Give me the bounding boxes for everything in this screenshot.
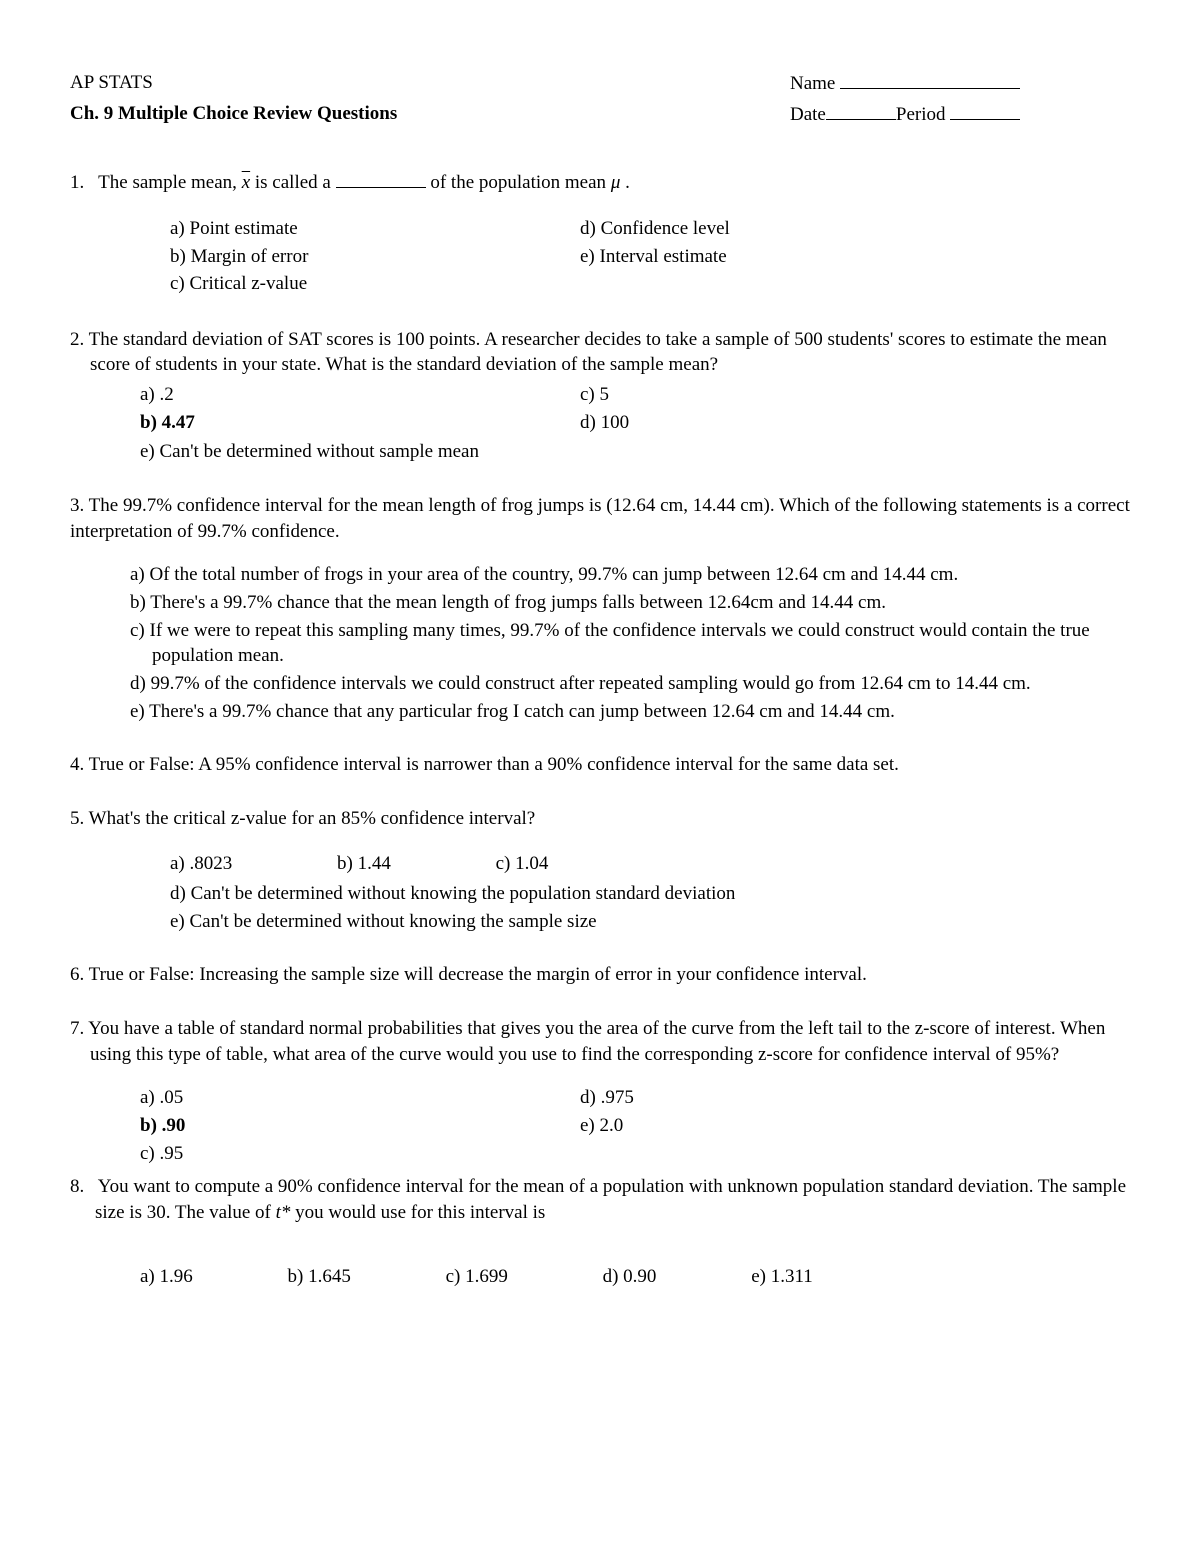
q2-opt-c: c) 5: [580, 382, 629, 408]
q6-num: 6.: [70, 964, 84, 985]
q3-opt-c: c) If we were to repeat this sampling ma…: [130, 618, 1130, 669]
q3-opt-a: a) Of the total number of frogs in your …: [130, 562, 1130, 588]
q1-num: 1.: [70, 172, 84, 193]
q2-opt-d: d) 100: [580, 410, 629, 436]
q7-num: 7.: [70, 1018, 84, 1039]
q7-opt-b: b) .90: [140, 1113, 460, 1139]
q5-opt-d: d) Can't be determined without knowing t…: [170, 881, 1130, 907]
course-title: AP STATS: [70, 70, 790, 97]
q3-opt-d: d) 99.7% of the confidence intervals we …: [130, 671, 1130, 697]
q4-num: 4.: [70, 754, 84, 775]
period-label: Period: [896, 104, 946, 125]
q2-opt-e: e) Can't be determined without sample me…: [140, 439, 1130, 465]
q8-opt-b: b) 1.645: [288, 1264, 351, 1290]
q1-opt-a: a) Point estimate: [170, 216, 460, 242]
q2-opt-b: b) 4.47: [140, 410, 460, 436]
q7-opt-c: c) .95: [140, 1141, 460, 1167]
question-3: 3. The 99.7% confidence interval for the…: [70, 493, 1130, 724]
q1-text: The sample mean, x is called a of the po…: [98, 172, 630, 193]
q5-opt-b: b) 1.44: [337, 851, 391, 877]
date-label: Date: [790, 104, 826, 125]
question-4: 4. True or False: A 95% confidence inter…: [70, 752, 1130, 778]
subtitle: Ch. 9 Multiple Choice Review Questions: [70, 101, 790, 128]
q8-text: You want to compute a 90% confidence int…: [95, 1176, 1126, 1223]
q8-opt-a: a) 1.96: [140, 1264, 193, 1290]
name-blank[interactable]: [840, 70, 1020, 89]
q1-opt-d: d) Confidence level: [580, 216, 730, 242]
q1-opt-c: c) Critical z-value: [170, 271, 460, 297]
period-blank[interactable]: [950, 101, 1020, 120]
q8-opt-c: c) 1.699: [446, 1264, 508, 1290]
question-7: 7. You have a table of standard normal p…: [70, 1016, 1130, 1168]
t-star-symbol: t*: [276, 1202, 291, 1223]
q5-num: 5.: [70, 808, 84, 829]
q8-opt-e: e) 1.311: [751, 1264, 813, 1290]
question-8: 8. You want to compute a 90% confidence …: [70, 1174, 1130, 1291]
q1-opt-b: b) Margin of error: [170, 244, 460, 270]
q5-opt-c: c) 1.04: [496, 851, 549, 877]
name-label: Name: [790, 73, 835, 94]
q5-text: What's the critical z-value for an 85% c…: [89, 808, 536, 829]
q3-opt-e: e) There's a 99.7% chance that any parti…: [130, 699, 1130, 725]
q7-opt-d: d) .975: [580, 1085, 634, 1111]
q6-text: True or False: Increasing the sample siz…: [89, 964, 867, 985]
x-bar-symbol: x: [242, 172, 250, 193]
question-1: 1. The sample mean, x is called a of the…: [70, 169, 1130, 299]
date-blank[interactable]: [826, 101, 896, 120]
q7-opt-a: a) .05: [140, 1085, 460, 1111]
name-field: Name: [790, 70, 1130, 97]
q4-text: True or False: A 95% confidence interval…: [89, 754, 899, 775]
q3-opt-b: b) There's a 99.7% chance that the mean …: [130, 590, 1130, 616]
q8-opt-d: d) 0.90: [603, 1264, 657, 1290]
mu-symbol: μ: [611, 172, 621, 193]
q3-text: The 99.7% confidence interval for the me…: [70, 495, 1130, 542]
q1-opt-e: e) Interval estimate: [580, 244, 730, 270]
q2-num: 2.: [70, 329, 84, 350]
date-period: Date Period: [790, 101, 1130, 128]
q7-opt-e: e) 2.0: [580, 1113, 634, 1139]
question-5: 5. What's the critical z-value for an 85…: [70, 806, 1130, 935]
q2-text: The standard deviation of SAT scores is …: [89, 329, 1107, 376]
q8-num: 8.: [70, 1176, 84, 1197]
q2-opt-a: a) .2: [140, 382, 460, 408]
q1-blank[interactable]: [336, 169, 426, 188]
question-6: 6. True or False: Increasing the sample …: [70, 962, 1130, 988]
q3-num: 3.: [70, 495, 84, 516]
q5-opt-a: a) .8023: [170, 851, 232, 877]
q5-opt-e: e) Can't be determined without knowing t…: [170, 909, 1130, 935]
q7-text: You have a table of standard normal prob…: [88, 1018, 1105, 1065]
question-2: 2. The standard deviation of SAT scores …: [70, 327, 1130, 465]
